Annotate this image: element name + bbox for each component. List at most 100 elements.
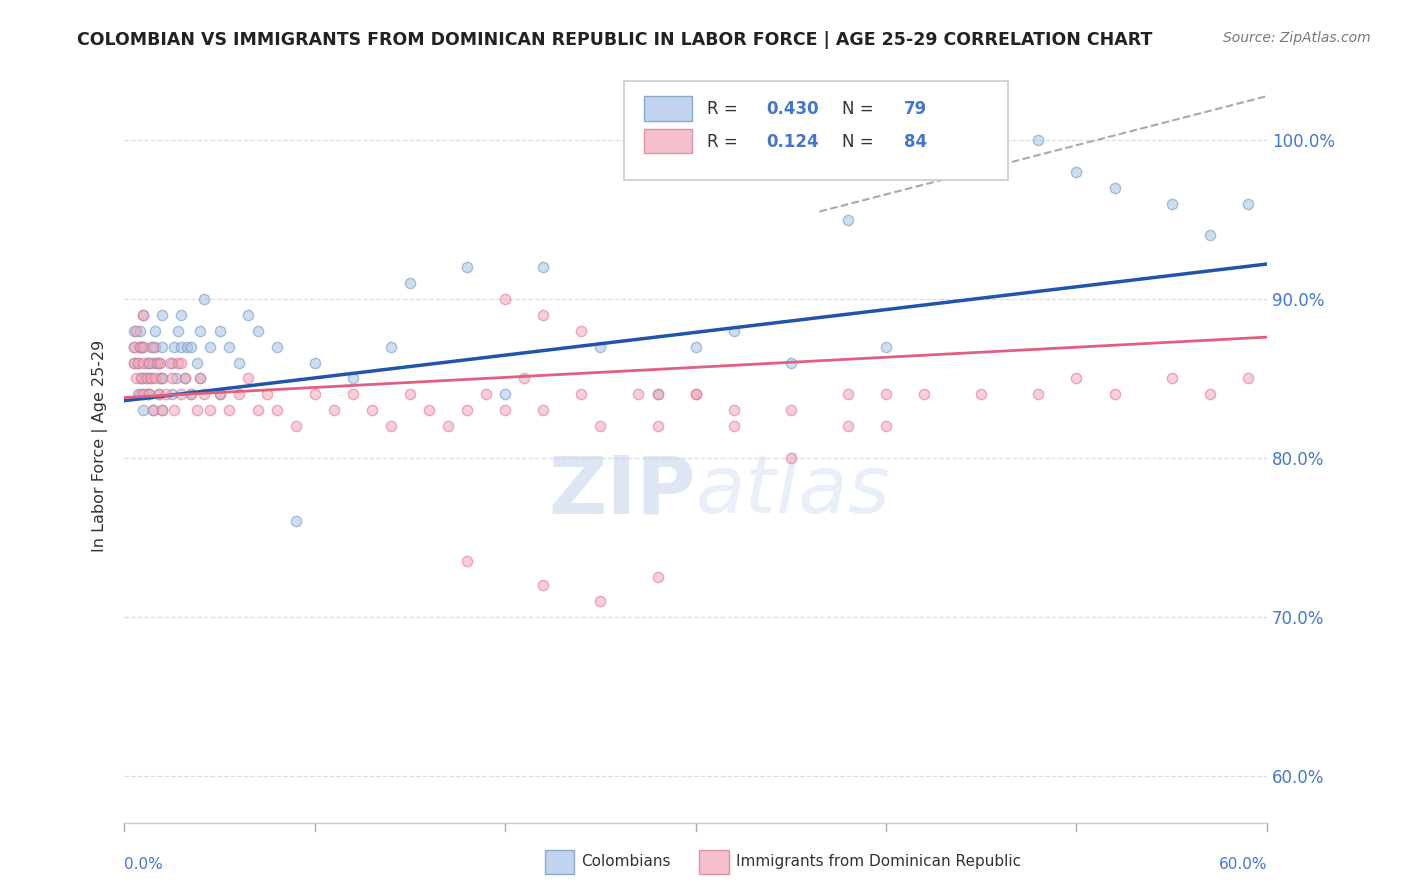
Point xyxy=(149,371,172,385)
Point xyxy=(342,387,364,401)
Point xyxy=(148,355,170,369)
Point xyxy=(160,387,183,401)
Point xyxy=(208,324,231,338)
Point xyxy=(170,355,193,369)
Point xyxy=(148,387,170,401)
Point xyxy=(1104,387,1126,401)
Point xyxy=(322,403,344,417)
Point xyxy=(128,340,150,354)
Point xyxy=(150,403,173,417)
Text: atlas: atlas xyxy=(696,452,890,531)
Point xyxy=(837,212,859,227)
Text: COLOMBIAN VS IMMIGRANTS FROM DOMINICAN REPUBLIC IN LABOR FORCE | AGE 25-29 CORRE: COLOMBIAN VS IMMIGRANTS FROM DOMINICAN R… xyxy=(77,31,1153,49)
Point xyxy=(256,387,278,401)
Point xyxy=(160,355,183,369)
FancyBboxPatch shape xyxy=(544,850,575,874)
Point xyxy=(912,387,935,401)
Point xyxy=(589,340,612,354)
Point xyxy=(1198,387,1220,401)
Point xyxy=(360,403,382,417)
Point xyxy=(246,324,269,338)
Point xyxy=(163,340,186,354)
Text: 79: 79 xyxy=(904,100,927,118)
Point xyxy=(132,403,155,417)
Point xyxy=(176,340,198,354)
Point xyxy=(180,387,202,401)
Point xyxy=(198,403,221,417)
Point xyxy=(569,387,592,401)
Point xyxy=(218,403,240,417)
Point xyxy=(128,324,150,338)
Point xyxy=(875,340,897,354)
Text: R =: R = xyxy=(707,100,742,118)
Point xyxy=(266,403,288,417)
Point xyxy=(142,355,165,369)
Point xyxy=(723,419,745,434)
Text: 84: 84 xyxy=(904,133,927,151)
Point xyxy=(837,387,859,401)
Text: ZIP: ZIP xyxy=(548,452,696,531)
Point xyxy=(132,387,155,401)
Point xyxy=(723,403,745,417)
Point xyxy=(494,387,516,401)
Point xyxy=(122,324,145,338)
Point xyxy=(399,276,422,290)
Point xyxy=(779,403,801,417)
Point xyxy=(190,371,212,385)
Point xyxy=(170,340,193,354)
Point xyxy=(198,340,221,354)
Point xyxy=(163,403,186,417)
Point xyxy=(132,308,155,322)
Text: R =: R = xyxy=(707,133,742,151)
Point xyxy=(170,308,193,322)
Point xyxy=(304,387,326,401)
Point xyxy=(186,403,208,417)
Point xyxy=(127,387,149,401)
Point xyxy=(779,450,801,465)
Text: Source: ZipAtlas.com: Source: ZipAtlas.com xyxy=(1223,31,1371,45)
Point xyxy=(136,371,159,385)
Point xyxy=(139,340,162,354)
Point xyxy=(970,149,993,163)
Point xyxy=(208,387,231,401)
Point xyxy=(531,578,554,592)
Point xyxy=(138,355,160,369)
Point xyxy=(174,371,197,385)
Point xyxy=(165,371,187,385)
Point xyxy=(150,371,173,385)
FancyBboxPatch shape xyxy=(644,129,692,153)
Point xyxy=(131,340,153,354)
Point xyxy=(531,403,554,417)
Point xyxy=(647,387,669,401)
Point xyxy=(128,340,150,354)
Point xyxy=(150,371,173,385)
Point xyxy=(1066,165,1088,179)
Point xyxy=(132,340,155,354)
Point xyxy=(228,355,250,369)
Point xyxy=(647,419,669,434)
Point xyxy=(131,371,153,385)
Point xyxy=(779,355,801,369)
Text: N =: N = xyxy=(842,133,879,151)
Point xyxy=(190,371,212,385)
Point xyxy=(494,292,516,306)
Point xyxy=(589,419,612,434)
Point xyxy=(380,419,402,434)
Point xyxy=(589,594,612,608)
Point xyxy=(132,387,155,401)
Point xyxy=(132,340,155,354)
Point xyxy=(138,355,160,369)
Point xyxy=(186,355,208,369)
Point xyxy=(1028,387,1050,401)
Point xyxy=(131,371,153,385)
Text: 0.0%: 0.0% xyxy=(124,857,163,872)
Point xyxy=(138,387,160,401)
Point xyxy=(180,387,202,401)
Point xyxy=(531,260,554,275)
Point xyxy=(136,355,159,369)
Point xyxy=(127,355,149,369)
Point xyxy=(1198,228,1220,243)
Point xyxy=(569,324,592,338)
Text: N =: N = xyxy=(842,100,879,118)
Point xyxy=(145,355,167,369)
